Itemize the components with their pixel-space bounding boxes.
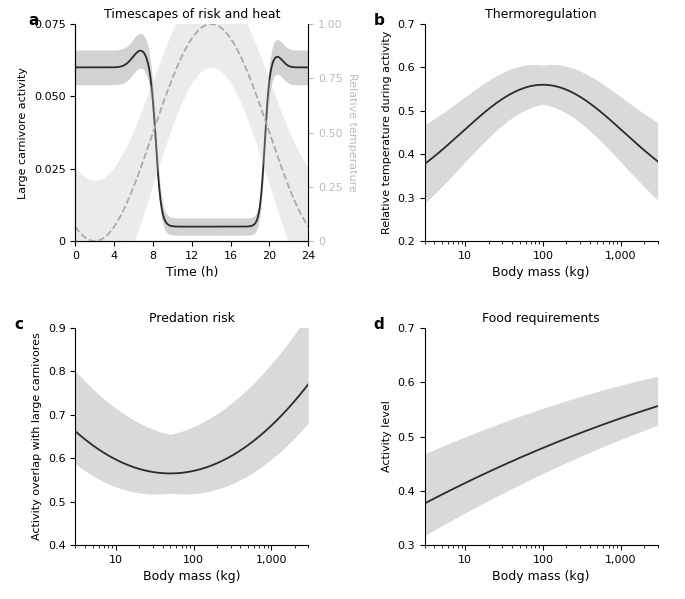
X-axis label: Time (h): Time (h) (166, 267, 218, 279)
Title: Thermoregulation: Thermoregulation (486, 8, 597, 22)
Text: c: c (15, 317, 24, 332)
X-axis label: Body mass (kg): Body mass (kg) (493, 267, 590, 279)
Title: Predation risk: Predation risk (149, 313, 235, 325)
Y-axis label: Relative temperature during activity: Relative temperature during activity (382, 31, 392, 234)
Y-axis label: Activity overlap with large carnivores: Activity overlap with large carnivores (32, 332, 42, 540)
Text: a: a (29, 13, 39, 28)
Title: Food requirements: Food requirements (482, 313, 600, 325)
Y-axis label: Large carnivore activity: Large carnivore activity (18, 66, 28, 198)
Text: d: d (373, 317, 384, 332)
X-axis label: Body mass (kg): Body mass (kg) (143, 570, 240, 583)
Title: Timescapes of risk and heat: Timescapes of risk and heat (103, 8, 280, 22)
X-axis label: Body mass (kg): Body mass (kg) (493, 570, 590, 583)
Y-axis label: Relative temperature: Relative temperature (347, 73, 357, 192)
Text: b: b (373, 13, 384, 28)
Y-axis label: Activity level: Activity level (382, 401, 392, 473)
